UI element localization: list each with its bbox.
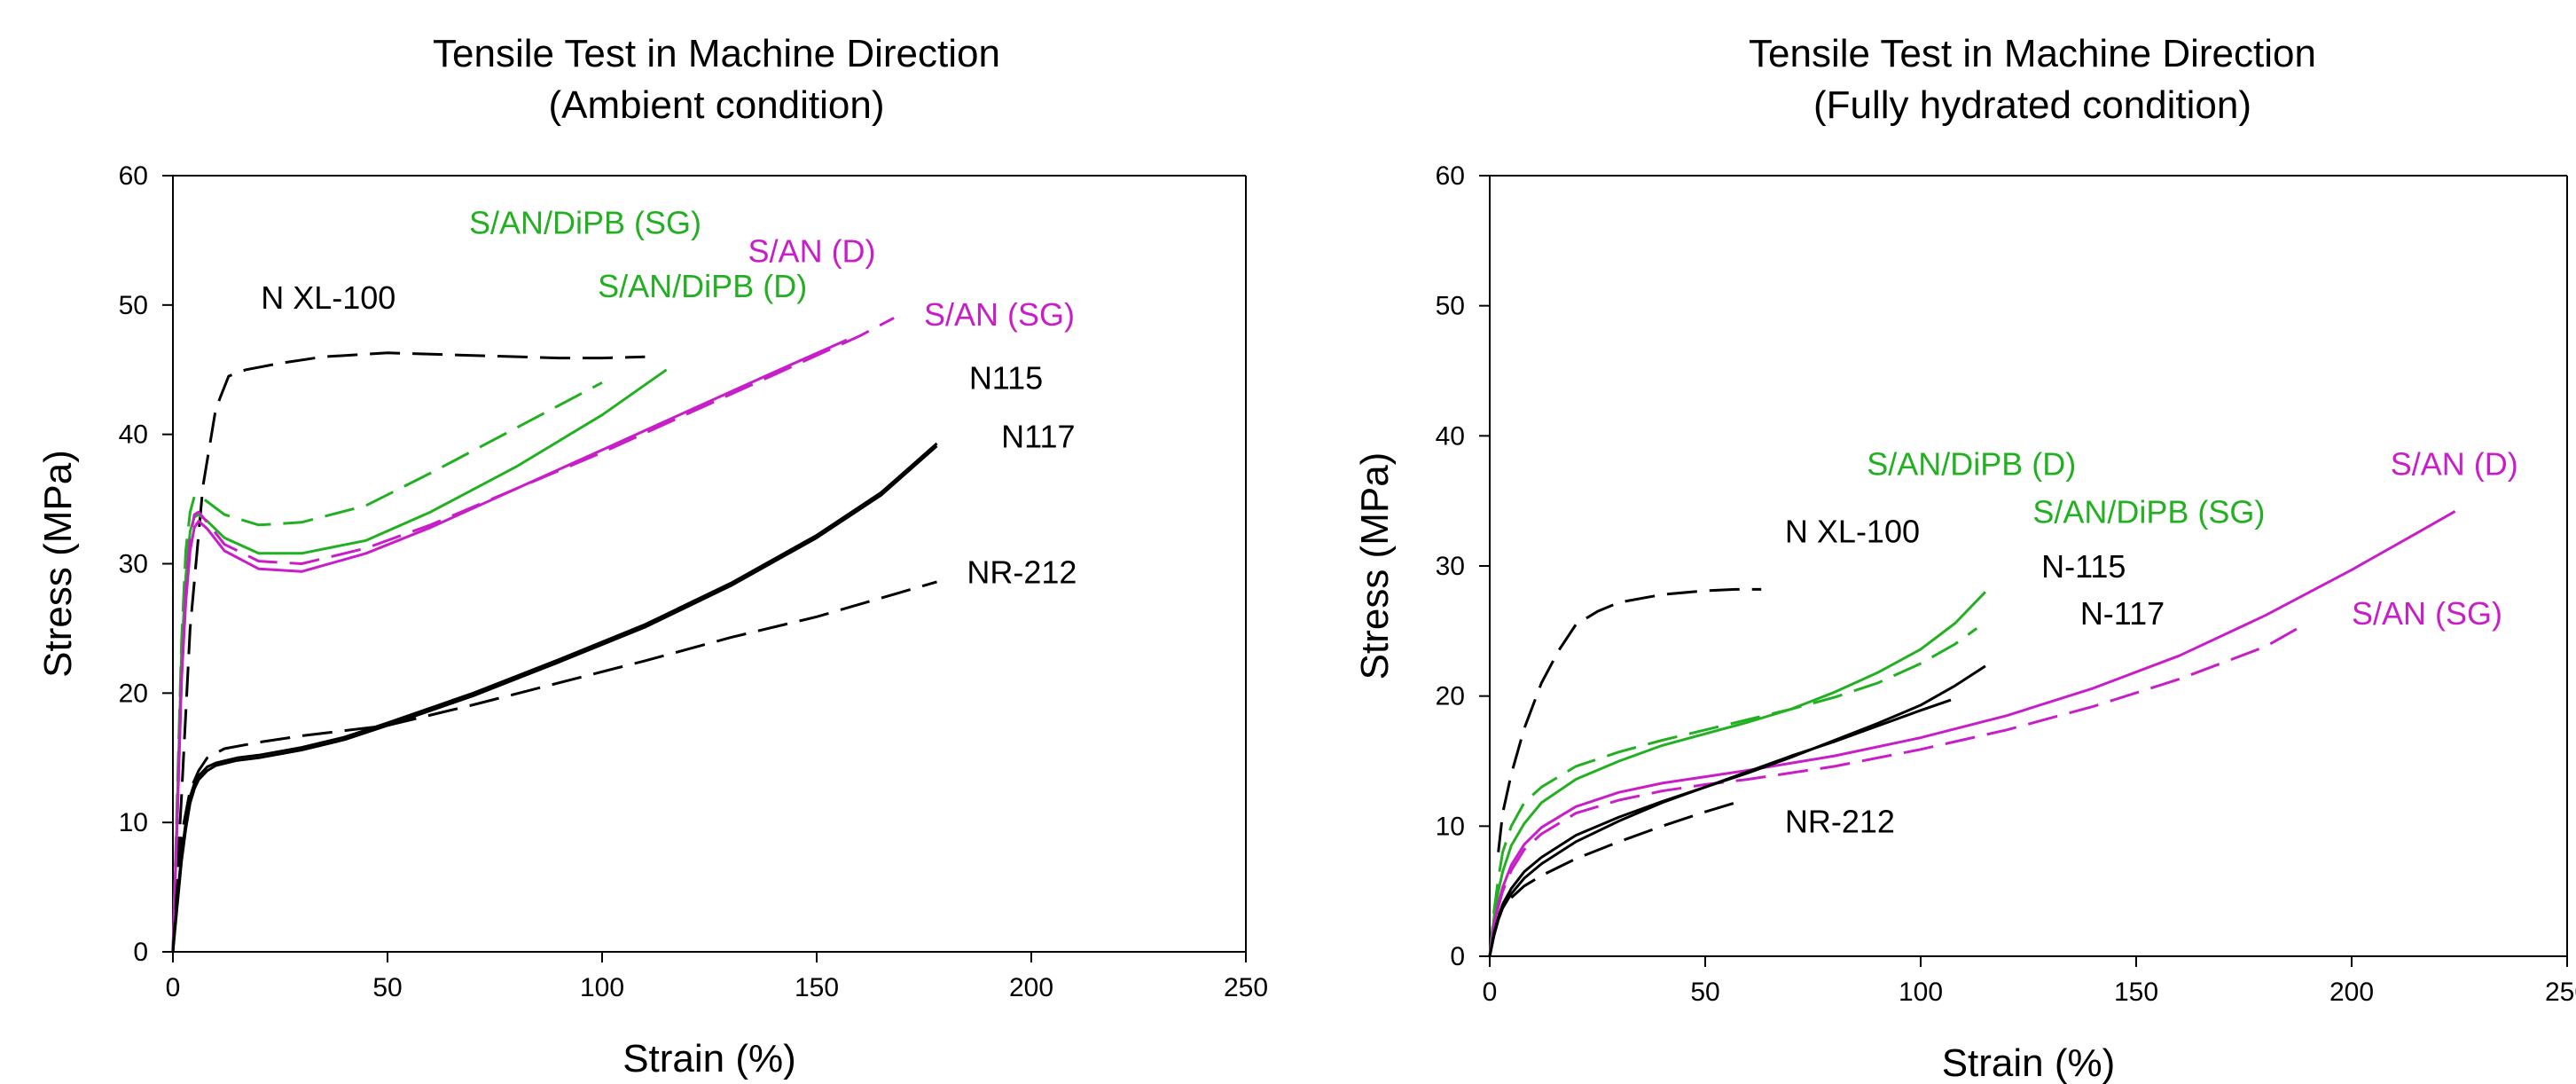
x-tick-label: 150	[2114, 978, 2158, 1007]
y-tick-label: 40	[119, 420, 148, 450]
x-tick-label: 100	[580, 973, 624, 1002]
y-tick-label: 60	[119, 161, 148, 191]
series-line-5	[1488, 664, 1986, 957]
chart-hydrated: Tensile Test in Machine Direction (Fully…	[1353, 32, 2576, 1084]
chart-subtitle: (Ambient condition)	[548, 83, 884, 127]
series-line-4	[1488, 625, 2301, 957]
plot-area: 0 50 100 150 200 250 0 10 20 30 40 50 60 S/AN/DiPB (S…	[119, 161, 1268, 1002]
series-line-3	[1488, 510, 2456, 957]
curve-label: S/AN/DiPB (D)	[1867, 445, 2076, 482]
y-tick-label: 30	[1436, 552, 1465, 581]
x-tick-label: 100	[1899, 978, 1943, 1007]
series-line-6	[1488, 698, 1952, 957]
x-tick-label: 250	[2545, 978, 2576, 1007]
plot-area: 0 50 100 150 200 250 0 10 20 30 40 50 60 S/AN/DiPB (D…	[1436, 161, 2576, 1007]
chart-title: Tensile Test in Machine Direction	[1749, 32, 2316, 75]
series-line-2	[171, 368, 668, 953]
y-tick-label: 20	[119, 679, 148, 708]
x-axis-label: Strain (%)	[1942, 1041, 2116, 1084]
x-tick-label: 250	[1224, 973, 1268, 1002]
curve-label: N XL-100	[261, 279, 395, 316]
series-line-2	[1488, 627, 1978, 957]
curve-label: N-115	[2041, 548, 2126, 585]
y-tick-label: 50	[119, 291, 148, 320]
x-tick-label: 50	[372, 973, 402, 1002]
curve-label: S/AN (SG)	[924, 296, 1075, 333]
curve-label: N XL-100	[1785, 514, 1920, 550]
y-tick-label: 20	[1436, 682, 1465, 711]
x-tick-label: 0	[1483, 978, 1498, 1007]
y-tick-label: 60	[1436, 161, 1465, 191]
curve-label: NR-212	[1785, 804, 1895, 840]
y-tick-label: 30	[119, 550, 148, 579]
x-tick-label: 0	[166, 973, 181, 1002]
curve-label: S/AN (D)	[748, 233, 876, 270]
y-tick-label: 40	[1436, 421, 1465, 451]
y-tick-label: 50	[1436, 292, 1465, 321]
x-tick-label: 200	[1009, 973, 1053, 1002]
curve-label: S/AN/DiPB (SG)	[469, 205, 701, 241]
curve-label: N115	[969, 360, 1043, 397]
series-line-1	[1488, 591, 1986, 957]
curve-label: S/AN/DiPB (D)	[598, 268, 807, 304]
series-line-6	[171, 444, 938, 953]
x-tick-label: 50	[1690, 978, 1719, 1007]
series-line-3	[171, 338, 848, 953]
x-axis-label: Strain (%)	[622, 1037, 796, 1080]
y-axis-label: Stress (MPa)	[1353, 452, 1397, 680]
x-tick-label: 150	[795, 973, 839, 1002]
curve-label: N117	[1001, 418, 1075, 454]
series-line-4	[171, 317, 895, 953]
series-line-7	[1510, 801, 1736, 899]
chart-ambient: Tensile Test in Machine Direction (Ambie…	[36, 32, 1268, 1080]
y-tick-label: 10	[1436, 812, 1465, 841]
chart-title: Tensile Test in Machine Direction	[433, 32, 1000, 75]
curve-label: NR-212	[967, 554, 1077, 590]
curve-label: S/AN (SG)	[2352, 595, 2502, 632]
series-line-7	[171, 580, 937, 953]
y-tick-label: 0	[133, 938, 148, 967]
y-axis-label: Stress (MPa)	[36, 450, 80, 678]
chart-subtitle: (Fully hydrated condition)	[1813, 83, 2251, 127]
curve-label: S/AN/DiPB (SG)	[2032, 494, 2265, 530]
series-line-0	[171, 351, 646, 953]
y-tick-label: 10	[119, 808, 148, 837]
y-tick-label: 0	[1450, 942, 1465, 971]
series-line-5	[171, 442, 938, 953]
x-tick-label: 200	[2329, 978, 2374, 1007]
curve-label: S/AN (D)	[2391, 445, 2518, 482]
curve-label: N-117	[2080, 595, 2165, 632]
